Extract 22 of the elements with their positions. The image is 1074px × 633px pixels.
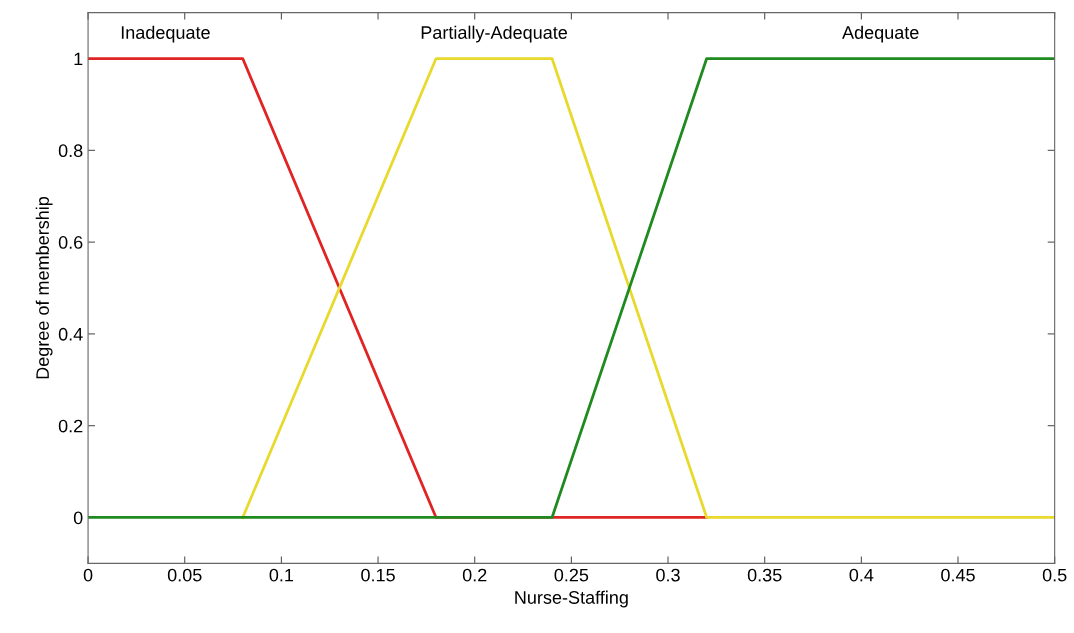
x-tick-label: 0.15	[361, 568, 395, 582]
series-label: Adequate	[842, 25, 919, 43]
y-tick-label: 1	[74, 52, 83, 66]
x-axis-title: Nurse-Staffing	[515, 590, 628, 608]
y-axis-title: Degree of membership	[35, 196, 53, 379]
y-tick-label: 0.4	[58, 327, 83, 341]
series-label: Partially-Adequate	[421, 25, 568, 43]
x-tick-label: 0.4	[849, 568, 874, 582]
y-tick-label: 0.8	[58, 144, 83, 158]
x-tick-label: 0.5	[1042, 568, 1067, 582]
x-tick-label: 0.35	[747, 568, 782, 582]
y-tick-label: 0.6	[58, 236, 83, 249]
x-tick-label: 0.05	[167, 568, 202, 582]
x-tick-label: 0.45	[941, 568, 975, 582]
y-tick-label: 0.2	[58, 419, 83, 433]
series-label: Inadequate	[121, 25, 210, 43]
x-tick-label: 0.3	[656, 568, 680, 582]
x-tick-label: 0	[83, 568, 93, 582]
x-tick-label: 0.2	[462, 568, 487, 582]
x-tick-label: 0.25	[554, 568, 589, 582]
y-tick-label: 0	[73, 511, 83, 525]
x-tick-label: 0.1	[269, 568, 294, 582]
